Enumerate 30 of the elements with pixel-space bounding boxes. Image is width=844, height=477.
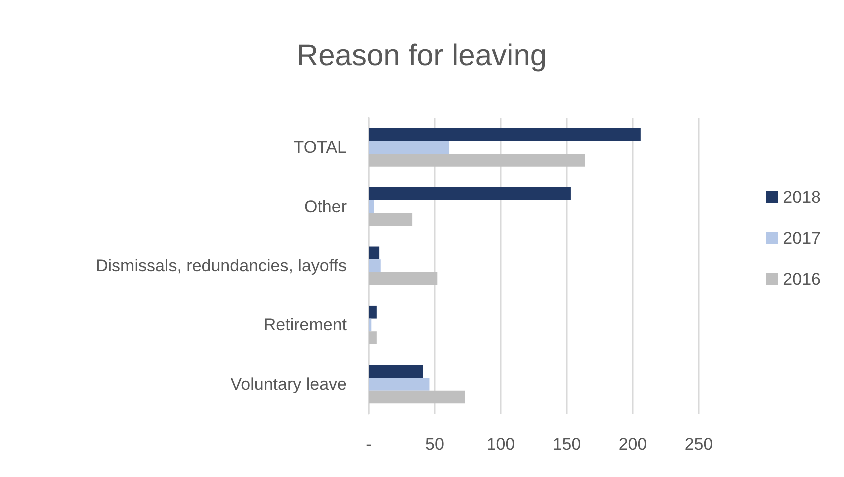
legend-label: 2016 bbox=[783, 270, 822, 289]
bar bbox=[369, 246, 380, 260]
bar bbox=[369, 213, 413, 226]
legend-label: 2018 bbox=[783, 188, 822, 207]
bar bbox=[369, 318, 372, 332]
x-tick-label: 250 bbox=[684, 435, 714, 454]
bar bbox=[369, 128, 641, 142]
bar bbox=[369, 365, 424, 378]
x-tick-label: 50 bbox=[426, 435, 444, 454]
bar bbox=[369, 272, 438, 286]
y-tick-label: Retirement bbox=[264, 316, 348, 335]
bar bbox=[369, 200, 374, 214]
y-tick-label: Other bbox=[304, 197, 348, 216]
bar bbox=[369, 188, 571, 200]
bar bbox=[369, 306, 377, 319]
x-tick-label: - bbox=[366, 435, 372, 454]
x-tick-label: 200 bbox=[618, 435, 648, 454]
x-tick-label: 100 bbox=[486, 435, 516, 454]
legend-label: 2017 bbox=[783, 229, 822, 248]
y-tick-label: TOTAL bbox=[294, 138, 347, 158]
bar bbox=[369, 260, 381, 272]
bar bbox=[369, 390, 466, 404]
bar bbox=[369, 332, 377, 344]
y-tick-label: Voluntary leave bbox=[230, 374, 347, 394]
y-tick-label: Dismissals, redundancies, layoffs bbox=[96, 256, 347, 276]
chart-title: Reason for leaving bbox=[296, 40, 548, 72]
x-tick-label: 150 bbox=[552, 435, 582, 454]
bar bbox=[369, 378, 430, 391]
bar bbox=[369, 141, 450, 154]
bar bbox=[369, 154, 586, 167]
